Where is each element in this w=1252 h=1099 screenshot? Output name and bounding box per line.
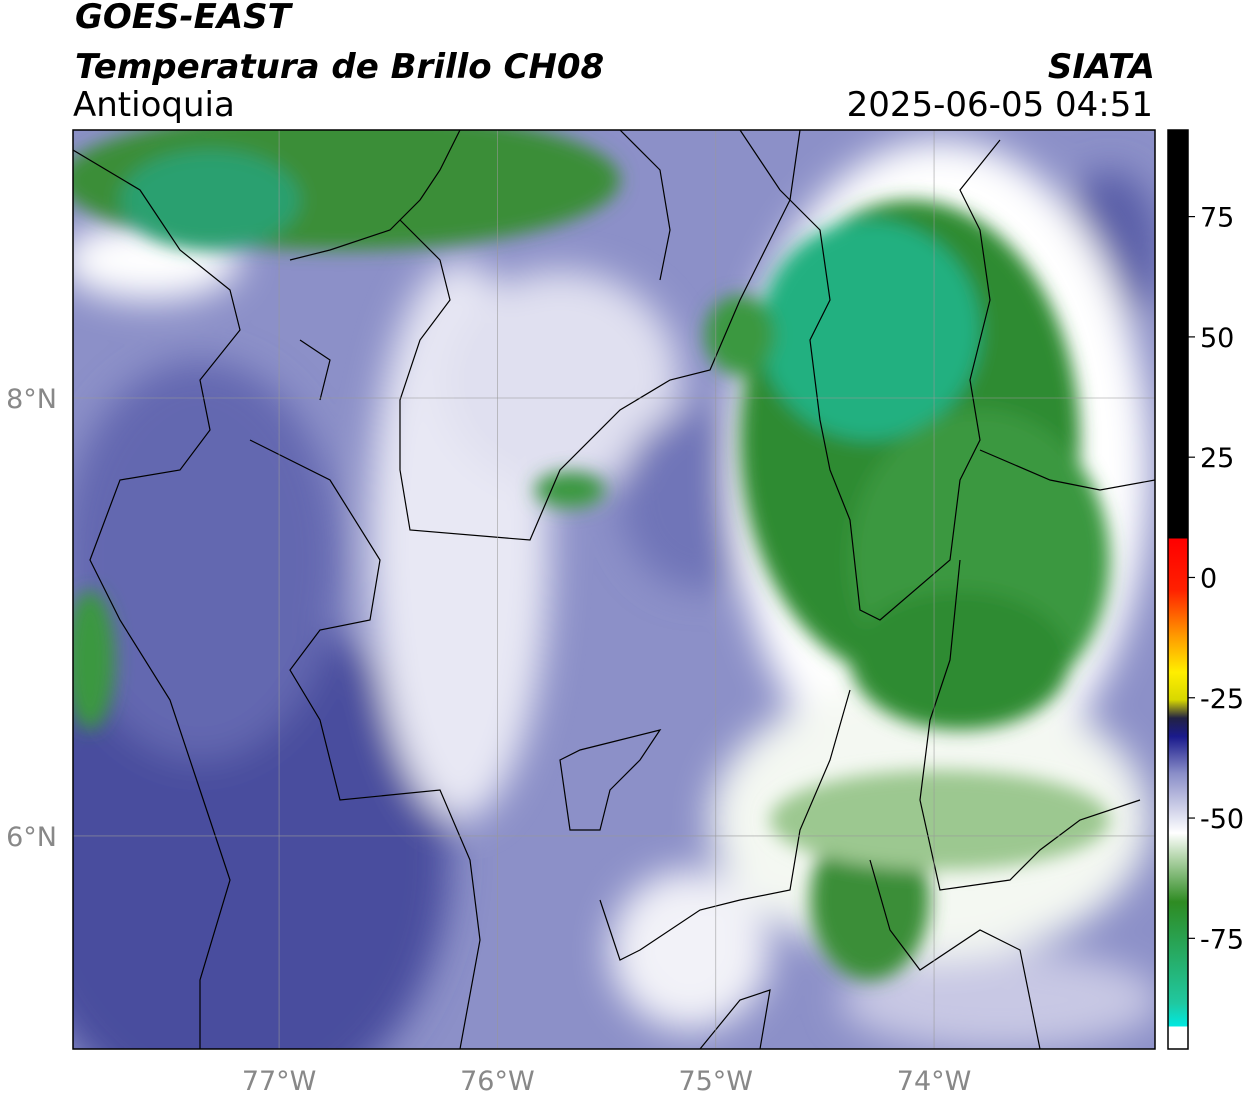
x-tick-label: 74°W	[897, 1066, 972, 1097]
satellite-image	[73, 130, 1155, 1049]
satellite-title: GOES-EAST	[75, 0, 294, 37]
colorbar-tick-label: 75	[1200, 203, 1234, 234]
x-tick-label: 75°W	[678, 1066, 753, 1097]
colorbar-tick-label: 0	[1200, 563, 1217, 594]
colorbar-tick-label: -50	[1200, 804, 1244, 835]
colorbar-tick-label: 50	[1200, 323, 1234, 354]
x-tick-label: 77°W	[242, 1066, 317, 1097]
y-tick-label: 6°N	[6, 822, 57, 853]
grid	[73, 130, 1155, 1049]
map-frame	[72, 129, 1156, 1050]
colorbar-tick-label: -75	[1200, 924, 1244, 955]
product-title: Temperatura de Brillo CH08	[75, 47, 604, 87]
x-tick-label: 76°W	[460, 1066, 535, 1097]
borders	[73, 130, 1155, 1049]
region: Antioquia	[73, 85, 235, 125]
colorbar-tick-label: -25	[1200, 684, 1244, 715]
y-tick-label: 8°N	[6, 384, 57, 415]
datetime: 2025-06-05 04:51	[847, 85, 1153, 125]
colorbar-tick-label: 25	[1200, 443, 1234, 474]
colorbar	[1167, 129, 1189, 1050]
source: SIATA	[1048, 47, 1155, 87]
